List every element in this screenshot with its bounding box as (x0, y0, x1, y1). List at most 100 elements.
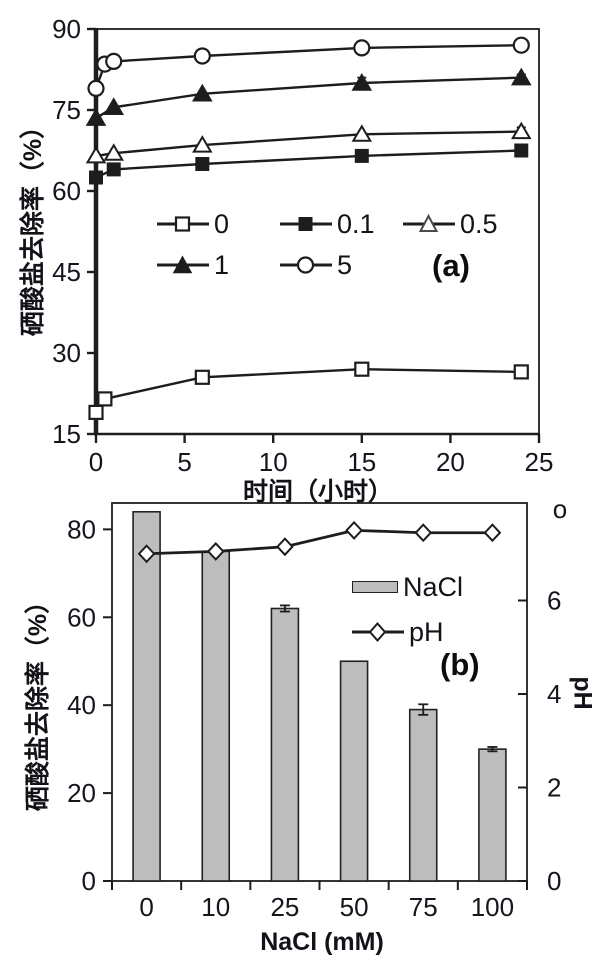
open-triangle-marker-icon (351, 124, 373, 142)
filled-triangle-marker-icon (157, 255, 209, 274)
filled-triangle-marker-icon (510, 67, 532, 86)
open-square-marker-icon (97, 391, 113, 407)
y-left-tick-label: 40 (67, 690, 96, 720)
x-tick-label: 20 (436, 447, 465, 477)
chart-a-y-axis-label: 硒酸盐去除率（%） (19, 113, 47, 337)
legend-item-series-1: 1 (157, 250, 230, 280)
legend-item-ph-line: pH (352, 617, 444, 647)
legend-label-1: 1 (214, 250, 230, 280)
filled-square-marker-icon (514, 143, 529, 158)
y-tick-label: 45 (52, 257, 81, 287)
filled-triangle-marker-icon (351, 73, 373, 91)
x-tick-label: 75 (409, 892, 438, 922)
y-tick-label: 90 (52, 14, 81, 44)
y-tick-label: 15 (52, 419, 81, 449)
legend-item-series-0: 0 (157, 209, 230, 239)
open-circle-marker-icon (87, 79, 105, 98)
chart-b-y-right-axis-label: pH (568, 676, 597, 710)
chart-b-canvas: 0 20 40 60 80 0 2 4 6 o 0 10 25 50 75 100 (67, 495, 567, 922)
open-square-marker-icon (194, 369, 210, 385)
legend-item-series-0.5: 0.5 (403, 209, 498, 239)
filled-triangle-marker-icon (103, 97, 125, 116)
open-square-marker-icon (354, 361, 370, 377)
bar-0 (132, 510, 161, 882)
legend-label-0.5: 0.5 (460, 209, 498, 239)
open-triangle-marker-icon (192, 135, 213, 153)
x-tick-label: 0 (139, 892, 153, 922)
y-left-tick-label: 0 (82, 866, 96, 896)
y-right-axis-top-symbol: o (553, 495, 567, 524)
filled-square-marker-icon (106, 162, 121, 177)
y-right-tick-label: 0 (547, 866, 561, 896)
chart-b-panel: 0 20 40 60 80 0 2 4 6 o 0 10 25 50 75 100 硒酸盐去除率（%） pH … (0, 495, 600, 968)
open-circle-marker-icon (280, 256, 332, 274)
x-tick-label: 25 (525, 447, 554, 477)
ph-line (146, 528, 493, 556)
chart-a-panel-label: (a) (432, 248, 470, 283)
y-tick-label: 75 (52, 95, 81, 125)
series-line-5 (94, 44, 522, 89)
gray-bar-swatch-icon (352, 581, 398, 593)
bar-75 (408, 708, 438, 882)
legend-label-0.1: 0.1 (337, 209, 375, 239)
bar-10 (201, 550, 231, 882)
x-tick-label: 10 (259, 447, 288, 477)
open-triangle-marker-icon (511, 121, 532, 140)
legend-label-ph: pH (409, 617, 444, 647)
legend-item-series-5: 5 (280, 250, 353, 280)
y-right-tick-label: 2 (547, 773, 561, 803)
filled-triangle-marker-icon (85, 108, 107, 126)
x-tick-label: 25 (270, 892, 299, 922)
open-diamond-marker-icon (352, 621, 404, 643)
open-square-marker-icon (513, 364, 529, 380)
open-diamond-marker-icon (345, 520, 363, 540)
series-line-0 (94, 367, 522, 414)
bar-50 (339, 660, 369, 882)
open-square-marker-icon (157, 216, 209, 232)
x-tick-label: 10 (201, 892, 230, 922)
chart-a-panel: 15 30 45 60 75 90 0 5 10 15 20 25 硒酸盐去除率（%） 时间（小时） … (19, 14, 554, 506)
x-tick-label: 15 (347, 447, 376, 477)
series-line-0.1 (95, 149, 522, 179)
filled-triangle-marker-icon (192, 83, 213, 102)
filled-square-marker-icon (280, 217, 332, 231)
y-right-tick-label: 6 (547, 586, 561, 616)
open-circle-marker-icon (353, 39, 371, 57)
open-diamond-marker-icon (483, 523, 502, 543)
open-circle-marker-icon (512, 36, 530, 54)
y-left-tick-label: 80 (67, 514, 96, 544)
open-diamond-marker-icon (276, 537, 294, 557)
legend-label-nacl: NaCl (403, 572, 464, 602)
open-circle-marker-icon (105, 52, 123, 71)
legend-item-series-0.1: 0.1 (280, 209, 375, 239)
open-triangle-marker-icon (403, 213, 455, 232)
legend-label-0: 0 (214, 209, 230, 239)
open-diamond-marker-icon (206, 541, 225, 561)
filled-square-marker-icon (89, 170, 103, 185)
open-triangle-marker-icon (85, 145, 107, 164)
legend-label-5: 5 (337, 250, 353, 280)
bar-100 (478, 748, 507, 882)
chart-b-panel-label: (b) (440, 647, 480, 682)
open-circle-marker-icon (193, 47, 211, 65)
filled-square-marker-icon (195, 157, 210, 171)
y-tick-label: 60 (52, 176, 81, 206)
chart-a-x-axis-label: 时间（小时） (242, 478, 394, 506)
chart-b-x-axis-label: NaCl (mM) (260, 928, 384, 956)
y-tick-label: 30 (52, 338, 81, 368)
x-tick-label: 0 (89, 447, 103, 477)
x-tick-label: 100 (471, 892, 514, 922)
open-diamond-marker-icon (137, 544, 156, 564)
chart-b-y-left-axis-label: 硒酸盐去除率（%） (24, 588, 52, 812)
series-line-1 (95, 76, 522, 120)
y-left-tick-label: 60 (67, 602, 96, 632)
x-tick-label: 50 (340, 892, 369, 922)
x-tick-label: 5 (177, 447, 191, 477)
open-triangle-marker-icon (103, 143, 124, 161)
bar-25 (270, 607, 300, 882)
filled-square-marker-icon (354, 148, 369, 163)
y-right-tick-label: 4 (547, 679, 561, 709)
plot-frame (111, 502, 528, 882)
